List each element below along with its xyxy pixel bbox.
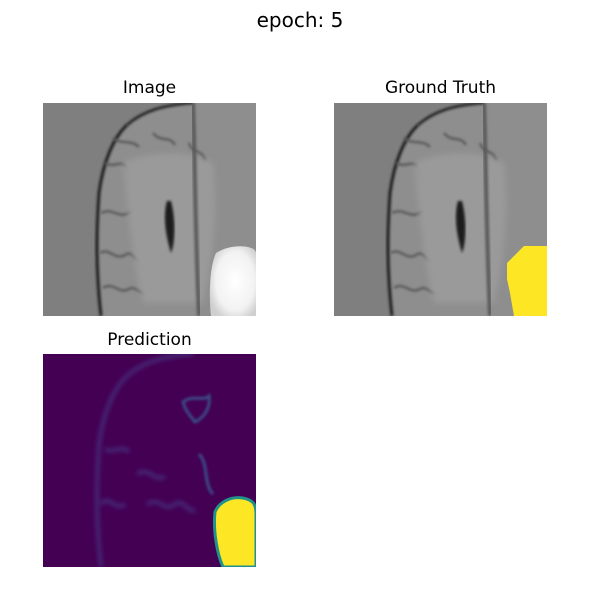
ground-truth-panel: [334, 103, 547, 316]
mri-slice-image: [43, 103, 256, 316]
panel-title-prediction: Prediction: [107, 330, 192, 350]
mri-image-panel: [43, 103, 256, 316]
panel-title-ground-truth: Ground Truth: [384, 78, 497, 98]
prediction-panel: [43, 354, 256, 567]
panel-title-image: Image: [122, 78, 177, 98]
ground-truth-image: [334, 103, 547, 316]
prediction-mask: [213, 496, 256, 567]
figure-title: epoch: 5: [256, 8, 344, 32]
prediction-heatmap: [43, 354, 256, 567]
ground-truth-mask: [507, 246, 547, 316]
